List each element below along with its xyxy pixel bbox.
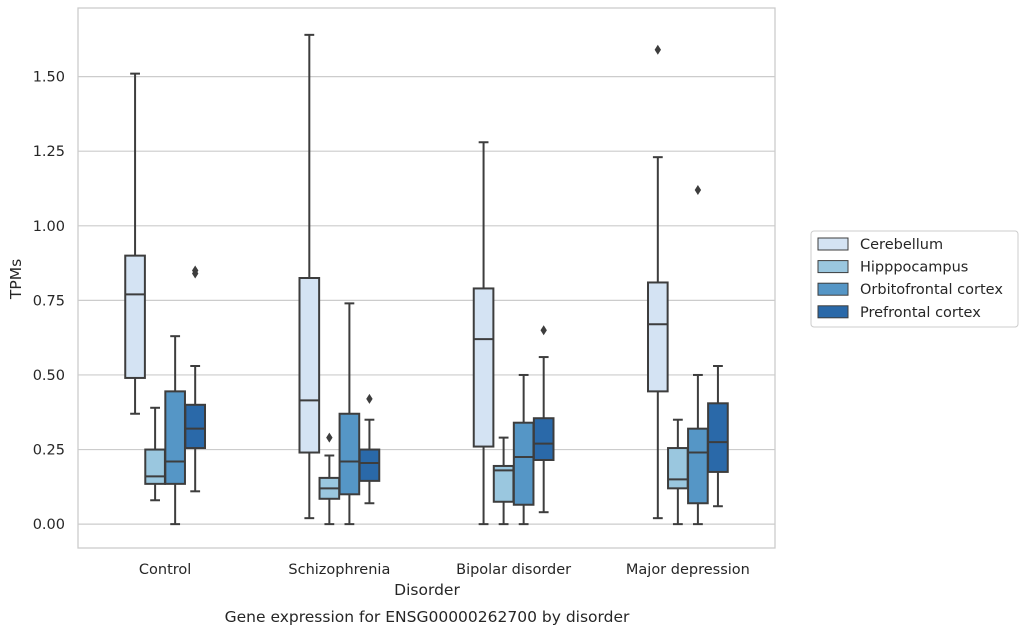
series-prefrontal-cortex [184, 265, 729, 514]
box [667, 418, 689, 526]
box-body [707, 402, 729, 473]
box-body [512, 421, 535, 506]
x-axis-label: Disorder [394, 581, 460, 599]
y-tick-label: 1.25 [33, 144, 65, 160]
box [687, 184, 709, 526]
outlier-point [654, 44, 662, 55]
box [318, 432, 341, 526]
box-body [358, 448, 381, 482]
box-body [687, 427, 709, 505]
box-body [184, 403, 207, 450]
x-axis-ticks: Control Schizophrenia Bipolar disorder Majo… [139, 562, 750, 578]
box [184, 265, 207, 493]
y-tick-label: 0.50 [33, 368, 65, 384]
y-axis-label: TPMs [7, 259, 25, 300]
box [124, 72, 146, 415]
series-cerebellum [124, 33, 669, 526]
y-tick-label: 0.00 [33, 517, 65, 533]
box-body [144, 448, 166, 485]
y-tick-label: 1.50 [33, 70, 65, 86]
box-body [667, 447, 689, 490]
legend-label: Hipppocampus [860, 260, 968, 276]
box-series [124, 33, 729, 526]
box-body [646, 281, 669, 393]
legend-label: Orbitofrontal cortex [860, 282, 1003, 298]
box [646, 44, 669, 520]
box-body [472, 287, 495, 448]
legend-label: Prefrontal cortex [860, 305, 981, 321]
box [492, 436, 515, 526]
x-tick-label: Schizophrenia [288, 562, 390, 578]
box-body [532, 417, 555, 461]
legend-swatch [817, 305, 849, 319]
box [532, 325, 555, 514]
box-body [164, 390, 186, 485]
box [144, 406, 166, 502]
plot-frame [77, 7, 776, 549]
y-tick-label: 0.25 [33, 443, 65, 459]
outlier-point [366, 393, 373, 404]
box [358, 393, 381, 505]
grid-lines [78, 76, 775, 525]
series-hipppocampus [144, 406, 689, 526]
box-body [338, 412, 361, 496]
outlier-point [326, 432, 333, 443]
y-axis-ticks: 0.00 0.25 0.50 0.75 1.00 1.25 1.50 [33, 70, 65, 534]
outlier-point [191, 265, 199, 276]
box [338, 302, 361, 526]
box [298, 33, 321, 520]
box-body [124, 254, 146, 379]
y-tick-label: 1.00 [33, 219, 65, 235]
box [164, 335, 186, 526]
legend: Cerebellum Hipppocampus Orbitofrontal cort… [810, 230, 1019, 328]
x-tick-label: Bipolar disorder [456, 562, 571, 578]
box [707, 365, 729, 508]
y-tick-label: 0.75 [33, 293, 65, 309]
series-orbitofrontal-cortex [164, 184, 709, 526]
legend-swatch [817, 237, 849, 251]
chart-caption: Gene expression for ENSG00000262700 by d… [225, 608, 630, 626]
x-tick-label: Major depression [626, 562, 750, 578]
box [472, 141, 495, 526]
legend-frame [810, 230, 1019, 328]
legend-swatch [817, 260, 849, 274]
box-body [298, 277, 321, 454]
box [512, 373, 535, 526]
legend-label: Cerebellum [860, 237, 943, 253]
legend-swatch [817, 282, 849, 296]
outlier-point [540, 325, 547, 336]
outlier-point [694, 184, 702, 195]
x-tick-label: Control [139, 562, 191, 578]
